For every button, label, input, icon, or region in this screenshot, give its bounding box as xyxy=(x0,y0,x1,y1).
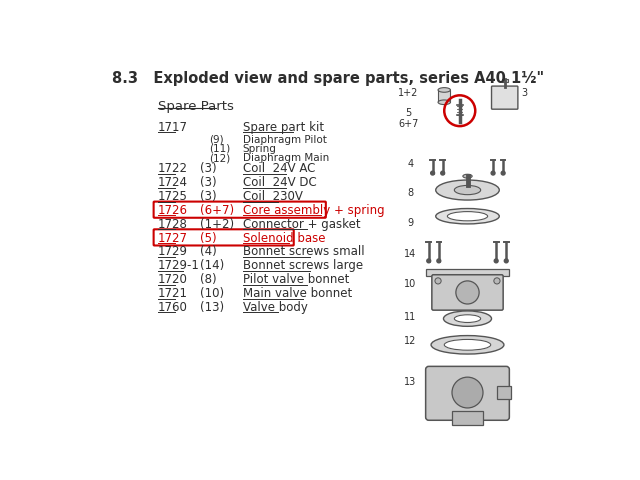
Ellipse shape xyxy=(436,180,499,200)
FancyBboxPatch shape xyxy=(432,275,503,310)
Text: Valve body: Valve body xyxy=(243,301,308,314)
Text: 1721: 1721 xyxy=(157,287,188,300)
Text: (10): (10) xyxy=(200,287,224,300)
Text: 3: 3 xyxy=(522,88,528,98)
Text: (3): (3) xyxy=(200,190,217,203)
Text: 8: 8 xyxy=(407,189,413,199)
Text: Main valve bonnet: Main valve bonnet xyxy=(243,287,352,300)
Circle shape xyxy=(494,278,500,284)
Text: Spare Parts: Spare Parts xyxy=(157,100,234,113)
Text: 10: 10 xyxy=(404,279,416,289)
Text: 12: 12 xyxy=(404,336,417,347)
Text: 1725: 1725 xyxy=(157,190,188,203)
Ellipse shape xyxy=(444,339,491,350)
Text: 5: 5 xyxy=(406,108,412,118)
Text: (3): (3) xyxy=(200,176,217,189)
Ellipse shape xyxy=(454,315,481,323)
Circle shape xyxy=(437,259,441,263)
Text: 1722: 1722 xyxy=(157,162,188,175)
FancyBboxPatch shape xyxy=(426,366,509,420)
Text: (8): (8) xyxy=(200,273,217,286)
Text: Coil  24V DC: Coil 24V DC xyxy=(243,176,317,189)
Text: 1729: 1729 xyxy=(157,245,188,258)
Text: (3): (3) xyxy=(200,162,217,175)
Text: (6+7): (6+7) xyxy=(200,204,234,217)
Ellipse shape xyxy=(444,311,492,326)
Text: 6+7: 6+7 xyxy=(399,119,419,129)
Text: Coil  230V: Coil 230V xyxy=(243,190,303,203)
Text: (9): (9) xyxy=(209,134,224,144)
Text: Coil  24V AC: Coil 24V AC xyxy=(243,162,315,175)
Ellipse shape xyxy=(438,88,451,92)
Ellipse shape xyxy=(447,212,488,221)
Text: (11): (11) xyxy=(209,144,230,154)
Text: 1726: 1726 xyxy=(157,204,188,217)
Bar xyxy=(426,269,509,276)
Text: Core assembly + spring: Core assembly + spring xyxy=(243,204,385,217)
Text: (13): (13) xyxy=(200,301,224,314)
Text: 14: 14 xyxy=(404,249,416,259)
Text: 1727: 1727 xyxy=(157,232,188,245)
Text: Pilot valve bonnet: Pilot valve bonnet xyxy=(243,273,349,286)
Circle shape xyxy=(491,171,495,175)
Circle shape xyxy=(456,281,479,304)
Circle shape xyxy=(427,259,431,263)
Text: 1+2: 1+2 xyxy=(399,88,419,98)
Circle shape xyxy=(431,171,435,175)
Text: 13: 13 xyxy=(404,377,416,387)
Text: 4: 4 xyxy=(407,159,413,169)
Ellipse shape xyxy=(438,100,451,105)
Ellipse shape xyxy=(431,336,504,354)
Text: (14): (14) xyxy=(200,259,225,272)
Text: Solenoid base: Solenoid base xyxy=(243,232,325,245)
Text: (4): (4) xyxy=(200,245,217,258)
Bar xyxy=(497,386,511,399)
Text: 11: 11 xyxy=(404,312,416,322)
Bar xyxy=(438,90,451,102)
Text: 1717: 1717 xyxy=(157,121,188,134)
Circle shape xyxy=(501,171,505,175)
Circle shape xyxy=(435,278,441,284)
Bar xyxy=(452,411,483,425)
Text: 9: 9 xyxy=(407,218,413,228)
Text: Connector + gasket: Connector + gasket xyxy=(243,218,360,231)
Text: Bonnet screws large: Bonnet screws large xyxy=(243,259,363,272)
Text: 1729-1: 1729-1 xyxy=(157,259,200,272)
FancyBboxPatch shape xyxy=(492,86,518,109)
Text: (1+2): (1+2) xyxy=(200,218,234,231)
Text: (5): (5) xyxy=(200,232,217,245)
Text: (12): (12) xyxy=(209,153,230,163)
Ellipse shape xyxy=(436,208,499,224)
Text: Diaphragm Pilot: Diaphragm Pilot xyxy=(243,134,326,144)
Text: 1724: 1724 xyxy=(157,176,188,189)
Circle shape xyxy=(504,259,508,263)
Circle shape xyxy=(441,171,445,175)
Circle shape xyxy=(494,259,498,263)
Text: Spare part kit: Spare part kit xyxy=(243,121,324,134)
Text: Bonnet screws small: Bonnet screws small xyxy=(243,245,364,258)
Text: 1720: 1720 xyxy=(157,273,188,286)
Text: 8.3   Exploded view and spare parts, series A40 1½": 8.3 Exploded view and spare parts, serie… xyxy=(112,72,544,86)
Text: Diaphragm Main: Diaphragm Main xyxy=(243,153,329,163)
Ellipse shape xyxy=(463,174,472,178)
Bar xyxy=(502,79,508,82)
Text: Spring: Spring xyxy=(243,144,276,154)
Text: 1760: 1760 xyxy=(157,301,188,314)
Circle shape xyxy=(452,377,483,408)
Ellipse shape xyxy=(454,185,481,195)
Text: 1728: 1728 xyxy=(157,218,188,231)
